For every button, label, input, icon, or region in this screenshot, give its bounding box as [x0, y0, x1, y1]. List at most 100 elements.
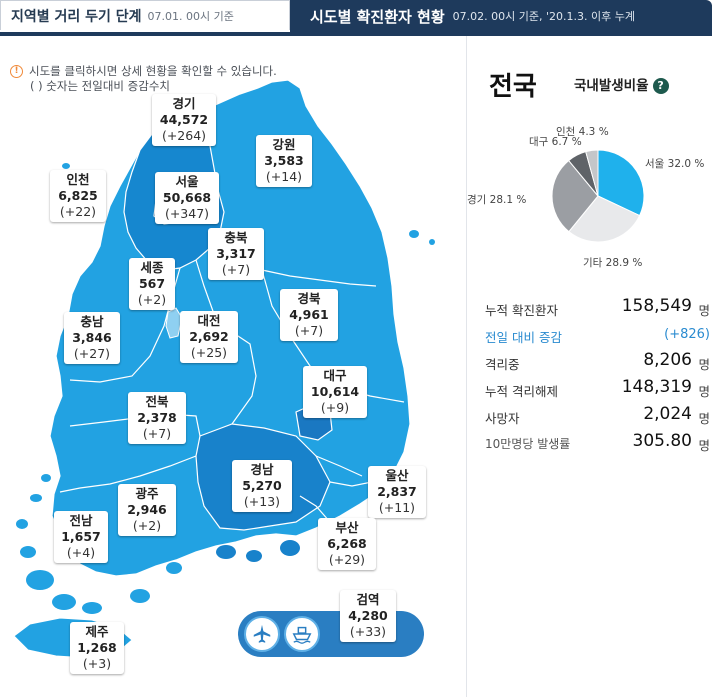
stat-value: 158,549 [621, 296, 692, 316]
airplane-button[interactable] [244, 616, 280, 652]
domestic-ratio-label: 국내발생비율? [574, 74, 669, 94]
region-diff: (+7) [142, 426, 172, 441]
stat-row-deaths: 사망자 2,024 명 [485, 402, 710, 429]
region-label-gangwon[interactable]: 강원 3,583 (+14) [256, 135, 312, 187]
national-panel: 전국 국내발생비율? 인천 4.3 % 대구 6.7 % 서울 32.0 % 경… [467, 36, 712, 697]
region-name: 전남 [69, 513, 93, 528]
region-count: 44,572 [159, 112, 209, 127]
stat-unit: 명 [698, 303, 710, 318]
region-diff: (+22) [59, 204, 97, 219]
domestic-ratio-text: 국내발생비율 [574, 78, 649, 94]
region-count: 3,583 [264, 153, 304, 168]
notice-line-1: 시도를 클릭하시면 상세 현황을 확인할 수 있습니다. [29, 64, 277, 78]
region-label-gyeongnam[interactable]: 경남 5,270 (+13) [232, 460, 292, 512]
region-label-sejong[interactable]: 세종 567 (+2) [129, 258, 175, 310]
region-name: 경기 [172, 96, 196, 111]
region-count: 3,317 [216, 246, 256, 261]
tab-distancing-stage[interactable]: 지역별 거리 두기 단계 07.01. 00시 기준 [0, 0, 290, 30]
region-label-incheon[interactable]: 인천 6,825 (+22) [50, 170, 106, 222]
ship-button[interactable] [284, 616, 320, 652]
pie-slice-other [568, 195, 641, 243]
region-label-jeonnam[interactable]: 전남 1,657 (+4) [54, 511, 108, 563]
national-stats: 누적 확진환자 158,549 명 전일 대비 증감 (+826) 격리중 8,… [485, 294, 710, 456]
region-label-busan[interactable]: 부산 6,268 (+29) [318, 518, 376, 570]
region-label-gwangju[interactable]: 광주 2,946 (+2) [118, 484, 176, 536]
stat-value: 2,024 [643, 404, 692, 424]
tab-distancing-stage-title: 지역별 거리 두기 단계 [11, 8, 142, 25]
stat-key: 전일 대비 증감 [485, 330, 562, 345]
region-label-jeju[interactable]: 제주 1,268 (+3) [70, 622, 124, 674]
map-panel: ! 시도를 클릭하시면 상세 현황을 확인할 수 있습니다. ( ) 숫자는 전일… [0, 36, 466, 697]
top-tabs: 지역별 거리 두기 단계 07.01. 00시 기준 시도별 확진환자 현황 0… [0, 0, 712, 32]
region-diff: (+25) [190, 345, 228, 360]
stat-value: 8,206 [643, 350, 692, 370]
region-count: 5,270 [242, 478, 282, 493]
region-label-gyeonggi[interactable]: 경기 44,572 (+264) [152, 94, 216, 146]
region-diff: (+27) [73, 346, 111, 361]
region-diff: (+264) [161, 128, 207, 143]
region-name: 전북 [145, 394, 169, 409]
region-label-chungnam[interactable]: 충남 3,846 (+27) [64, 312, 120, 364]
stat-key: 누적 격리해제 [485, 384, 558, 399]
airplane-icon [253, 624, 271, 643]
region-count: 10,614 [310, 384, 360, 399]
tab-distancing-stage-date: 07.01. 00시 기준 [147, 9, 234, 23]
region-name: 세종 [140, 260, 164, 275]
korea-map [13, 79, 435, 659]
transport-bar [238, 611, 424, 657]
region-count: 3,846 [72, 330, 112, 345]
region-count: 50,668 [162, 190, 212, 205]
notice-line-2: ( ) 숫자는 전일대비 증감수치 [30, 79, 170, 93]
region-name: 강원 [272, 137, 296, 152]
stat-value: 305.80 [632, 431, 692, 451]
tab-confirmed-status[interactable]: 시도별 확진환자 현황 07.02. 00시 기준, '20.1.3. 이후 누… [290, 0, 712, 32]
region-name: 경남 [250, 462, 274, 477]
region-diff: (+11) [378, 500, 416, 515]
region-diff: (+33) [349, 624, 387, 639]
region-name: 경북 [297, 291, 321, 306]
region-count: 2,946 [127, 502, 167, 517]
region-count: 2,692 [189, 329, 229, 344]
stat-row-rate: 10만명당 발생률 305.80 명 [485, 429, 710, 456]
region-count: 2,378 [137, 410, 177, 425]
region-label-quarantine[interactable]: 검역 4,280 (+33) [340, 590, 396, 642]
question-icon[interactable]: ? [652, 78, 669, 94]
sejong-shape[interactable] [165, 307, 183, 339]
region-name: 검역 [356, 592, 380, 607]
region-name: 대구 [323, 368, 347, 383]
stat-row-diff: 전일 대비 증감 (+826) [485, 321, 710, 348]
ship-icon [292, 626, 312, 644]
stat-unit: 명 [698, 411, 710, 426]
region-label-daejeon[interactable]: 대전 2,692 (+25) [180, 311, 238, 363]
region-label-daegu[interactable]: 대구 10,614 (+9) [303, 366, 367, 418]
stat-key: 10만명당 발생률 [485, 437, 571, 451]
national-title: 전국 [489, 72, 537, 102]
region-name: 충북 [224, 230, 248, 245]
region-label-jeonbuk[interactable]: 전북 2,378 (+7) [128, 392, 186, 444]
region-count: 2,837 [377, 484, 417, 499]
region-name: 충남 [80, 314, 104, 329]
stat-unit: 명 [698, 357, 710, 372]
region-name: 울산 [385, 468, 409, 483]
pie-slice-incheon [585, 149, 599, 197]
region-count: 1,268 [77, 640, 117, 655]
region-diff: (+29) [328, 552, 366, 567]
stat-key: 격리중 [485, 357, 520, 372]
region-label-gyeongbuk[interactable]: 경북 4,961 (+7) [280, 289, 338, 341]
region-diff: (+7) [221, 262, 251, 277]
region-label-seoul[interactable]: 서울 50,668 (+347) [155, 172, 219, 224]
region-count: 567 [138, 276, 166, 291]
region-label-chungbuk[interactable]: 충북 3,317 (+7) [208, 228, 264, 280]
pie-label-gyeonggi: 경기 28.1 % [467, 192, 545, 207]
pie-label-incheon: 인천 4.3 % [556, 126, 609, 138]
pie-label-seoul: 서울 32.0 % [645, 158, 705, 170]
pie-label-daegu: 대구 6.7 % [529, 136, 582, 148]
region-diff: (+4) [66, 545, 96, 560]
national-pie-chart [551, 149, 645, 243]
region-label-ulsan[interactable]: 울산 2,837 (+11) [368, 466, 426, 518]
region-diff: (+14) [265, 169, 303, 184]
pie-label-other: 기타 28.9 % [583, 257, 643, 269]
tab-underline [0, 32, 712, 36]
stat-value: (+826) [664, 327, 710, 342]
pie-slice-seoul [597, 149, 645, 217]
